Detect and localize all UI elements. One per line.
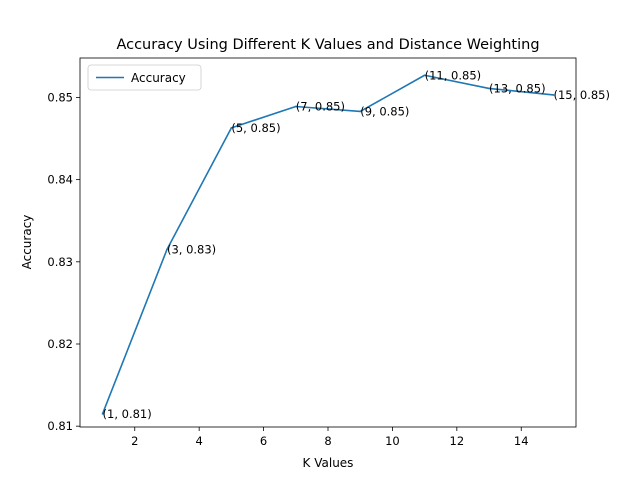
x-axis-label: K Values <box>303 456 354 470</box>
series-line-accuracy <box>101 74 554 415</box>
x-tick-label: 2 <box>131 434 138 448</box>
data-point-label: (11, 0.85) <box>425 68 482 82</box>
y-axis-label: Accuracy <box>20 215 34 270</box>
data-point <box>230 126 233 129</box>
data-point-label: (3, 0.83) <box>167 242 216 256</box>
y-tick-label: 0.83 <box>47 255 73 269</box>
y-tick-label: 0.85 <box>47 90 73 104</box>
y-tick-label: 0.82 <box>47 337 73 351</box>
y-tick-label: 0.81 <box>47 419 73 433</box>
x-tick-label: 6 <box>260 434 267 448</box>
data-point-label: (15, 0.85) <box>553 88 610 102</box>
data-point <box>166 248 168 251</box>
legend-label: Accuracy <box>131 71 186 85</box>
x-tick-label: 4 <box>196 434 203 448</box>
data-point <box>488 87 490 90</box>
x-tick-label: 12 <box>450 434 465 448</box>
x-tick-label: 14 <box>514 434 529 448</box>
legend-box <box>87 64 202 91</box>
x-tick-label: 8 <box>324 434 331 448</box>
data-point <box>359 110 362 113</box>
data-point <box>294 105 297 108</box>
data-point <box>552 94 555 96</box>
plot-layer: 2 4 6 8 10 12 14 0.81 0.82 0.83 0.84 0.85 (1, 0.81) (… <box>47 57 610 448</box>
x-tick-label: 10 <box>385 434 400 448</box>
data-point-label: (5, 0.85) <box>231 121 280 135</box>
chart-title: Accuracy Using Different K Values and Di… <box>116 37 539 53</box>
data-point <box>423 74 426 77</box>
data-point <box>101 412 104 415</box>
data-point-label: (1, 0.81) <box>103 407 152 421</box>
data-point-label: (7, 0.85) <box>296 99 345 113</box>
data-point-label: (13, 0.85) <box>489 81 546 95</box>
data-point-label: (9, 0.85) <box>360 104 409 118</box>
y-tick-label: 0.84 <box>47 173 73 187</box>
plot-area-frame <box>79 57 577 428</box>
